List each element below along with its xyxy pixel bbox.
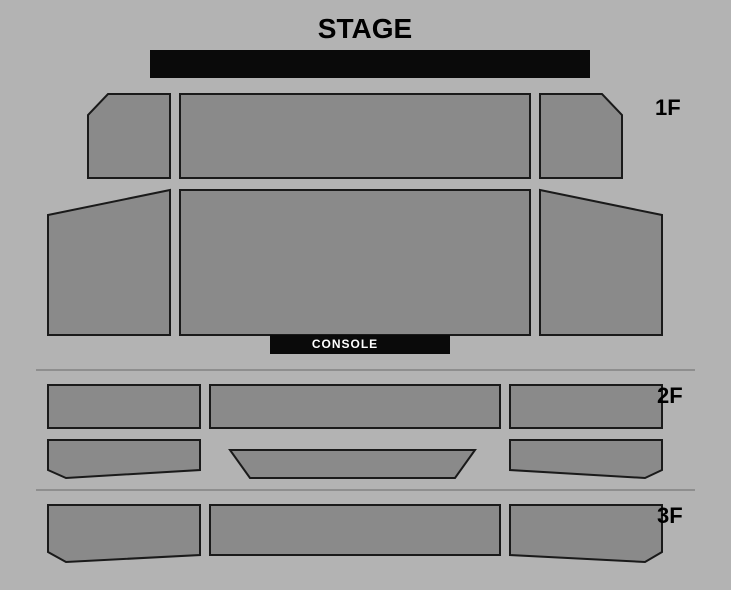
stage-label: STAGE (318, 13, 412, 44)
stage-bar (150, 50, 590, 78)
section-f1-center-lower[interactable] (180, 190, 530, 335)
section-f3-right[interactable] (510, 505, 662, 562)
floor-label-1f: 1F (655, 95, 681, 120)
seating-chart: STAGE CONSOLE 1F 2F 3F (0, 0, 731, 590)
section-f1-center-upper[interactable] (180, 94, 530, 178)
section-f3-left[interactable] (48, 505, 200, 562)
section-f2-right-upper[interactable] (510, 385, 662, 428)
section-f1-right-upper[interactable] (540, 94, 622, 178)
console-label: CONSOLE (312, 337, 378, 351)
section-f2-center-lower[interactable] (230, 450, 475, 478)
section-f3-center[interactable] (210, 505, 500, 555)
section-f1-left-lower[interactable] (48, 190, 170, 335)
section-f2-center-upper[interactable] (210, 385, 500, 428)
floor-label-2f: 2F (657, 383, 683, 408)
floor-label-3f: 3F (657, 503, 683, 528)
section-f1-right-lower[interactable] (540, 190, 662, 335)
section-f1-left-upper[interactable] (88, 94, 170, 178)
section-f2-left-upper[interactable] (48, 385, 200, 428)
section-f2-right-lower[interactable] (510, 440, 662, 478)
section-f2-left-lower[interactable] (48, 440, 200, 478)
